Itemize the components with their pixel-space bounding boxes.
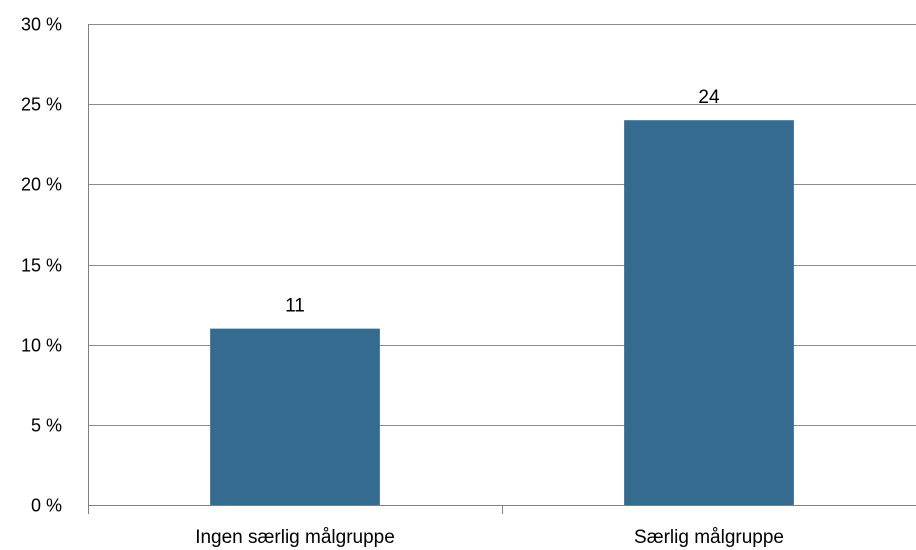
category-label: Ingen særlig målgruppe <box>195 527 395 548</box>
bar <box>624 120 794 505</box>
bars <box>210 120 794 505</box>
labels: 0 % 5 % 10 % 15 % 20 % 25 % 30 % 11 Ingen særlig… <box>21 15 784 549</box>
bar <box>210 328 380 505</box>
y-tick-label: 30 % <box>21 15 62 35</box>
data-label: 11 <box>285 296 305 317</box>
y-tick-label: 20 % <box>21 175 62 195</box>
y-tick-label: 25 % <box>21 95 62 115</box>
y-tick-label: 15 % <box>21 256 62 276</box>
y-tick-label: 0 % <box>31 496 62 516</box>
y-tick-label: 10 % <box>21 336 62 356</box>
data-label: 24 <box>698 87 720 108</box>
axes <box>88 24 916 514</box>
category-label: Særlig målgruppe <box>634 527 784 548</box>
y-tick-label: 5 % <box>31 416 62 436</box>
